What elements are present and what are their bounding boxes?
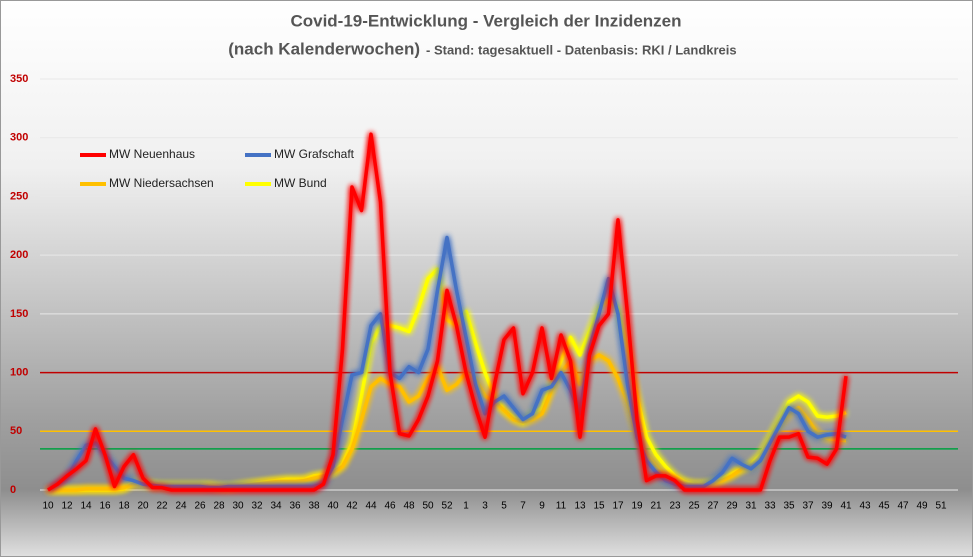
x-tick-label: 32: [251, 501, 263, 512]
x-tick-label: 25: [688, 501, 700, 512]
chart-title: Covid-19-Entwicklung - Vergleich der Inz…: [290, 11, 681, 30]
x-tick-label: 33: [764, 501, 776, 512]
x-tick-label: 38: [308, 501, 320, 512]
y-tick-label: 350: [10, 73, 28, 85]
x-tick-label: 44: [365, 501, 377, 512]
x-tick-label: 12: [61, 501, 73, 512]
x-tick-label: 47: [897, 501, 909, 512]
x-tick-label: 16: [99, 501, 111, 512]
y-tick-label: 300: [10, 132, 28, 144]
y-tick-label: 100: [10, 366, 28, 378]
x-tick-label: 15: [593, 501, 605, 512]
x-tick-label: 23: [669, 501, 681, 512]
x-tick-label: 39: [821, 501, 833, 512]
x-tick-label: 21: [650, 501, 662, 512]
y-tick-label: 250: [10, 190, 28, 202]
legend-label: MW Bund: [274, 176, 327, 190]
x-tick-label: 9: [539, 501, 545, 512]
chart-subtitle: (nach Kalenderwochen): [228, 39, 420, 58]
x-tick-label: 28: [213, 501, 225, 512]
x-tick-label: 30: [232, 501, 244, 512]
x-tick-label: 18: [118, 501, 130, 512]
x-tick-label: 46: [384, 501, 396, 512]
x-tick-label: 5: [501, 501, 507, 512]
x-tick-label: 40: [327, 501, 339, 512]
x-tick-label: 19: [631, 501, 643, 512]
x-tick-label: 45: [878, 501, 890, 512]
x-tick-label: 35: [783, 501, 795, 512]
x-tick-label: 29: [726, 501, 738, 512]
x-tick-label: 41: [840, 501, 852, 512]
y-tick-label: 200: [10, 249, 28, 261]
x-tick-label: 52: [441, 501, 453, 512]
x-tick-label: 1: [463, 501, 469, 512]
chart-note: - Stand: tagesaktuell - Datenbasis: RKI …: [426, 42, 737, 57]
series-line: [47, 235, 847, 492]
x-tick-label: 20: [137, 501, 149, 512]
x-tick-label: 43: [859, 501, 871, 512]
x-tick-label: 22: [156, 501, 168, 512]
y-tick-label: 150: [10, 308, 28, 320]
x-tick-label: 49: [916, 501, 928, 512]
x-tick-label: 14: [80, 501, 92, 512]
legend-label: MW Grafschaft: [274, 147, 355, 161]
x-tick-label: 37: [802, 501, 814, 512]
x-tick-label: 31: [745, 501, 757, 512]
legend-label: MW Neuenhaus: [109, 147, 195, 161]
y-tick-label: 0: [10, 484, 16, 496]
series-line: [47, 132, 848, 492]
x-tick-label: 10: [42, 501, 54, 512]
x-tick-label: 36: [289, 501, 301, 512]
x-tick-label: 50: [422, 501, 434, 512]
x-tick-label: 7: [520, 501, 526, 512]
x-tick-label: 27: [707, 501, 719, 512]
x-tick-label: 51: [935, 501, 947, 512]
legend-label: MW Niedersachsen: [109, 176, 214, 190]
x-tick-label: 13: [574, 501, 586, 512]
x-tick-label: 26: [194, 501, 206, 512]
x-tick-label: 17: [612, 501, 624, 512]
x-tick-label: 48: [403, 501, 415, 512]
y-tick-label: 50: [10, 425, 22, 437]
x-tick-label: 11: [556, 501, 567, 512]
x-tick-label: 34: [270, 501, 282, 512]
x-tick-label: 42: [346, 501, 358, 512]
x-tick-label: 24: [175, 501, 187, 512]
x-tick-label: 3: [482, 501, 488, 512]
